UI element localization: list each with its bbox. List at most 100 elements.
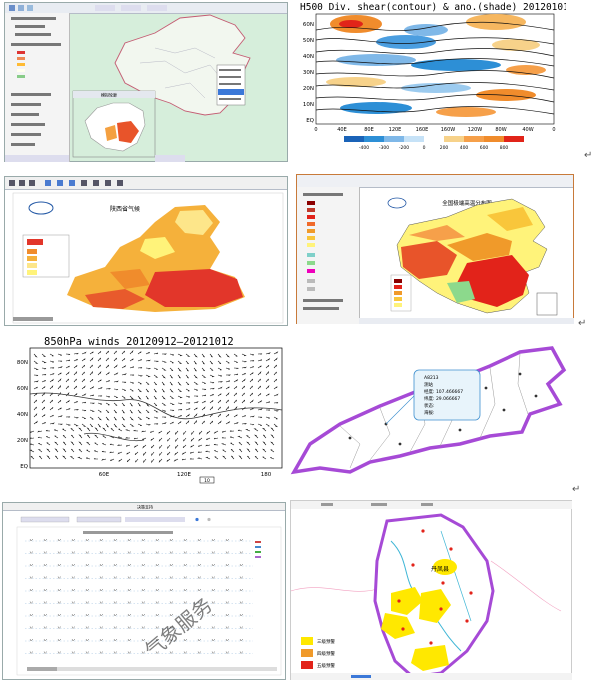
timeseries-tick [99, 638, 104, 642]
toolbar-buttons[interactable] [9, 5, 167, 11]
wind-arrow [193, 407, 198, 411]
wind-arrow [158, 437, 163, 442]
wind-arrow [116, 444, 123, 446]
warning-map-toolbar[interactable] [321, 503, 433, 506]
wind-arrow [265, 416, 270, 419]
context-menu[interactable] [216, 64, 246, 106]
timeseries-tick [71, 563, 76, 567]
timeseries-tick [29, 563, 34, 567]
wind-arrow [209, 381, 215, 384]
wind-arrow [73, 365, 78, 369]
svg-text:0: 0 [423, 145, 426, 151]
wind-arrow [89, 416, 94, 420]
timeseries-tick [141, 626, 146, 629]
wind-arrow [125, 444, 131, 447]
wind-arrow [33, 413, 38, 418]
wind-arrow [70, 434, 75, 439]
viewer-toolbar [5, 177, 287, 190]
wind-arrow [97, 423, 101, 428]
wind-arrow [185, 381, 190, 385]
wind-arrow [183, 437, 187, 442]
wind-arrow [97, 357, 101, 362]
warning-legend [301, 637, 313, 669]
wind-arrow [78, 427, 83, 432]
timeseries-tick [197, 588, 202, 592]
wind-arrow [273, 423, 279, 428]
wind-arrow [65, 423, 72, 426]
wind-arrow [101, 450, 107, 453]
wind-arrow [161, 353, 168, 355]
wind-arrow [169, 367, 174, 371]
wind-arrow [33, 374, 39, 377]
wind-arrow [150, 437, 155, 441]
wind-arrow [249, 399, 254, 404]
layer-tree-panel [5, 13, 70, 162]
wind-arrow [193, 419, 197, 425]
wind-arrow [145, 351, 150, 355]
wind-arrow [65, 365, 70, 369]
wind-arrow [273, 364, 277, 369]
wind-arrow [257, 353, 263, 355]
south-sea-inset [536, 292, 558, 316]
svg-text:160W: 160W [441, 127, 456, 133]
wind-arrow [153, 367, 158, 370]
wind-arrow [105, 402, 110, 406]
wind-arrow [246, 448, 251, 453]
timeseries-controls[interactable] [20, 516, 211, 523]
wind-arrow [273, 416, 278, 420]
timeseries-tick [113, 576, 118, 579]
timeseries-tick [239, 588, 244, 592]
wind-arrow [167, 444, 171, 450]
viewer-toolbar-icons[interactable] [9, 180, 123, 186]
timeseries-tick [155, 538, 160, 542]
wind-arrow [78, 449, 83, 453]
wind-arrow [46, 455, 51, 460]
wind-arrow [97, 364, 101, 369]
town-markers[interactable] [397, 529, 473, 645]
svg-text:30N: 30N [303, 70, 314, 76]
inset-map-window[interactable] [72, 90, 156, 158]
wind-arrow [169, 374, 173, 379]
wind-arrow [55, 455, 59, 460]
wind-arrow [121, 416, 125, 421]
timeseries-tick [29, 601, 34, 604]
wind-arrow [225, 367, 230, 370]
h500-x-ticks: 0 40E 80E 120E 160E 160W 120W 80W 40W 0 [314, 127, 555, 133]
winds-chart-title: 850hPa winds 20120912—20121012 [44, 336, 234, 348]
timeseries-scrollbar[interactable] [27, 667, 277, 671]
wind-arrow [257, 423, 262, 426]
svg-text:180: 180 [261, 472, 272, 478]
wind-arrow [137, 359, 142, 362]
wind-arrow [257, 385, 261, 390]
svg-text:五级预警: 五级预警 [317, 662, 335, 669]
wind-arrow [73, 378, 77, 383]
wind-arrow [37, 430, 43, 433]
h500-colorbar [344, 136, 524, 142]
wind-arrow [129, 416, 134, 421]
wind-arrow [175, 430, 179, 436]
svg-text:纬度: 29.066667: 纬度: 29.066667 [424, 395, 460, 402]
wind-arrow [132, 429, 139, 432]
wind-arrow [150, 430, 155, 433]
wind-arrow [233, 367, 240, 370]
timeseries-tick [71, 613, 76, 617]
wind-arrow [273, 357, 278, 362]
layer-tree-items[interactable] [11, 17, 61, 146]
svg-text:60N: 60N [303, 22, 314, 28]
wind-arrow [49, 367, 55, 369]
station-info-popup [385, 369, 481, 425]
wind-arrow [241, 385, 245, 390]
timeseries-tick [155, 551, 160, 554]
svg-text:0: 0 [314, 127, 317, 133]
wind-arrow [65, 407, 71, 411]
wind-arrow [89, 394, 95, 397]
wind-arrow [33, 360, 39, 364]
heat-layer-items[interactable] [303, 193, 343, 310]
timeseries-tick [183, 613, 188, 617]
wind-arrow [161, 367, 167, 371]
wind-arrow [133, 444, 139, 448]
wind-arrow [41, 367, 47, 370]
wind-arrow [145, 359, 151, 362]
wind-arrow [93, 458, 98, 460]
wind-arrow [190, 437, 195, 442]
